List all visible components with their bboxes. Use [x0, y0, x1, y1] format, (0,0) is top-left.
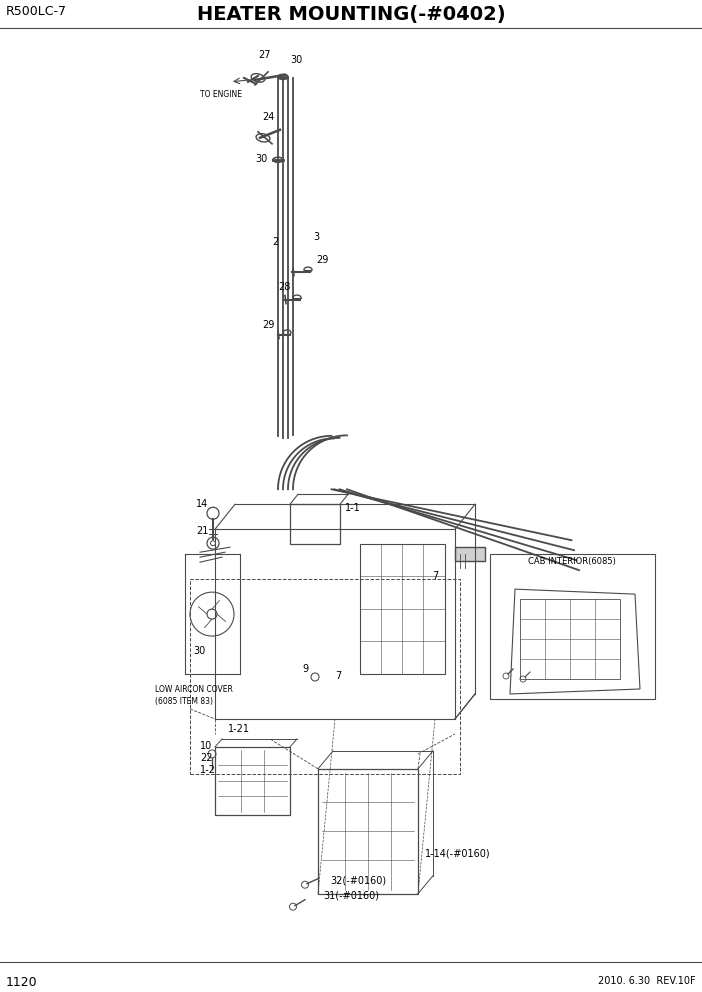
Text: 29: 29 — [262, 319, 274, 329]
Bar — [190, 579, 460, 774]
Text: 1120: 1120 — [6, 975, 38, 989]
Text: 31(-#0160): 31(-#0160) — [323, 891, 379, 901]
Text: 2: 2 — [272, 237, 278, 247]
Text: 27: 27 — [258, 50, 270, 60]
Text: 2010. 6.30  REV.10F: 2010. 6.30 REV.10F — [598, 975, 696, 986]
Text: 28: 28 — [278, 282, 291, 292]
Text: (6085 ITEM 83): (6085 ITEM 83) — [155, 697, 213, 706]
Text: 1-21: 1-21 — [228, 724, 250, 734]
Text: 7: 7 — [432, 571, 438, 581]
Text: CAB INTERIOR(6085): CAB INTERIOR(6085) — [528, 558, 616, 566]
Bar — [318, 769, 418, 894]
Bar — [455, 548, 485, 561]
Text: 29: 29 — [316, 255, 329, 265]
Text: 30: 30 — [255, 154, 267, 164]
Text: 10: 10 — [200, 741, 212, 751]
Bar — [520, 599, 620, 679]
Text: HEATER MOUNTING(-#0402): HEATER MOUNTING(-#0402) — [197, 5, 505, 24]
Text: 22: 22 — [200, 753, 213, 763]
Bar — [290, 504, 340, 545]
Text: LOW AIRCON COVER: LOW AIRCON COVER — [155, 685, 233, 694]
Text: R500LC-7: R500LC-7 — [6, 5, 67, 18]
Text: 7: 7 — [335, 671, 341, 681]
Text: 1-1: 1-1 — [345, 503, 361, 513]
Text: 3: 3 — [313, 232, 319, 242]
Text: 32(-#0160): 32(-#0160) — [330, 876, 386, 886]
Text: 14: 14 — [196, 499, 208, 509]
Text: 24: 24 — [262, 112, 274, 122]
Bar — [360, 545, 445, 674]
Text: 21: 21 — [196, 526, 208, 537]
Bar — [215, 747, 290, 814]
Text: 1-14(-#0160): 1-14(-#0160) — [425, 849, 491, 859]
Text: 9: 9 — [302, 664, 308, 674]
Text: 1-2: 1-2 — [200, 765, 216, 775]
Text: 30: 30 — [193, 646, 205, 656]
Text: TO ENGINE: TO ENGINE — [200, 90, 242, 99]
Bar — [490, 555, 655, 699]
Text: 30: 30 — [290, 55, 303, 64]
